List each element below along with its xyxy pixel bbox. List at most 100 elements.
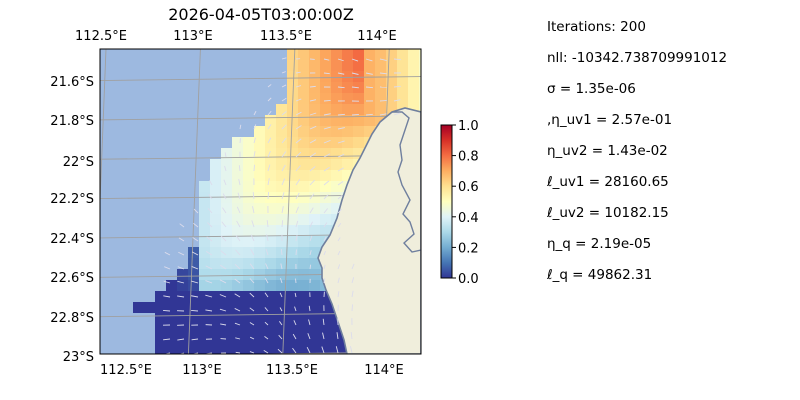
velocity-arrow <box>234 322 241 326</box>
heatmap-cell <box>287 214 298 225</box>
heatmap-cell <box>386 104 397 115</box>
heatmap-cell <box>254 203 265 214</box>
velocity-arrow <box>322 332 325 340</box>
heatmap-cell <box>221 346 232 354</box>
heatmap-cell <box>331 335 342 346</box>
heatmap-cell <box>276 170 287 181</box>
velocity-arrow <box>205 265 213 270</box>
heatmap-cell <box>265 324 276 335</box>
heatmap-cell <box>287 170 298 181</box>
heatmap-cell <box>210 324 221 335</box>
heatmap-cell <box>276 126 287 137</box>
heatmap-cell <box>232 192 243 203</box>
x-tick-label-bottom: 114°E <box>364 363 404 378</box>
heatmap-cell <box>221 335 232 346</box>
velocity-arrow <box>265 248 269 256</box>
heatmap-cell <box>243 258 254 269</box>
heatmap-cell <box>232 236 243 247</box>
velocity-arrow <box>281 206 284 214</box>
velocity-arrow <box>280 248 283 256</box>
velocity-arrow <box>191 251 199 256</box>
y-tick-label: 21.8°S <box>50 114 94 129</box>
heatmap-cell <box>254 236 265 247</box>
heatmap-cell <box>265 126 276 137</box>
heatmap-cell <box>254 291 265 302</box>
heatmap-cell <box>320 203 331 214</box>
velocity-arrow <box>264 292 269 298</box>
y-tick-label: 22.2°S <box>50 192 94 207</box>
velocity-arrow <box>206 236 213 242</box>
heatmap-cell <box>309 49 320 60</box>
heatmap-cell <box>287 71 298 82</box>
heatmap-cell <box>243 313 254 324</box>
heatmap-cell <box>265 346 276 354</box>
velocity-arrow <box>295 138 302 144</box>
heatmap-cell <box>309 181 320 192</box>
heatmap-cell <box>386 49 397 60</box>
velocity-arrow <box>379 58 387 61</box>
heatmap-cell <box>166 313 177 324</box>
velocity-arrow <box>292 333 297 340</box>
velocity-arrow <box>323 194 329 200</box>
heatmap-cell <box>375 93 386 104</box>
x-ticks-top: 112.5°E 113°E 113.5°E 114°E <box>75 29 397 44</box>
velocity-arrow <box>337 277 340 284</box>
velocity-arrow <box>179 223 185 228</box>
heatmap-cell <box>199 236 210 247</box>
velocity-arrow <box>294 306 297 312</box>
velocity-arrow <box>237 192 241 200</box>
velocity-arrow <box>309 207 314 214</box>
velocity-arrow <box>308 319 311 326</box>
heatmap-cell <box>320 126 331 137</box>
heatmap-cell <box>243 291 254 302</box>
heatmap-cell <box>320 93 331 104</box>
heatmap-cell <box>320 49 331 60</box>
velocity-arrow <box>281 84 287 88</box>
heatmap-cell <box>254 313 265 324</box>
heatmap-cell <box>298 71 309 82</box>
heatmap-cell <box>243 280 254 291</box>
velocity-arrow <box>393 85 401 88</box>
velocity-arrow <box>295 71 301 74</box>
velocity-arrow <box>321 346 325 354</box>
x-tick-label-top: 112.5°E <box>75 29 127 44</box>
stat-line: σ = 1.35e-06 <box>547 81 636 97</box>
heatmap-cell <box>309 302 320 313</box>
heatmap-cell <box>364 71 375 82</box>
stat-line: Iterations: 200 <box>547 19 646 35</box>
heatmap-cell <box>342 104 353 115</box>
heatmap-cell <box>265 214 276 225</box>
heatmap-cell <box>298 93 309 104</box>
heatmap-cell <box>254 247 265 258</box>
heatmap-cell <box>397 60 408 71</box>
heatmap-cell <box>320 346 331 354</box>
velocity-arrow <box>191 310 199 312</box>
heatmap-cell <box>276 115 287 126</box>
heatmap-cell <box>298 148 309 159</box>
velocity-arrow <box>309 221 313 228</box>
heatmap-cell <box>221 247 232 258</box>
velocity-arrow <box>295 220 299 228</box>
colorbar-tick-label: 0.4 <box>458 211 479 226</box>
x-tick-label-top: 114°E <box>357 29 397 44</box>
heatmap-cell <box>265 258 276 269</box>
heatmap-cell <box>298 236 309 247</box>
heatmap-cell <box>276 214 287 225</box>
velocity-arrow <box>252 206 255 214</box>
velocity-arrow <box>253 124 257 130</box>
heatmap-cell <box>254 159 265 170</box>
velocity-arrow <box>191 266 199 270</box>
velocity-arrow <box>281 220 284 228</box>
heatmap-cell <box>309 126 320 137</box>
heatmap-cell <box>375 49 386 60</box>
heatmap-cell <box>133 302 144 313</box>
velocity-arrow <box>277 348 283 354</box>
heatmap-cell <box>375 82 386 93</box>
heatmap-cell <box>298 291 309 302</box>
velocity-arrow <box>336 332 339 340</box>
heatmap-cell <box>276 258 287 269</box>
heatmap-cell <box>364 60 375 71</box>
heatmap-cell <box>254 214 265 225</box>
heatmap-cell <box>265 225 276 236</box>
heatmap-cell <box>210 291 221 302</box>
